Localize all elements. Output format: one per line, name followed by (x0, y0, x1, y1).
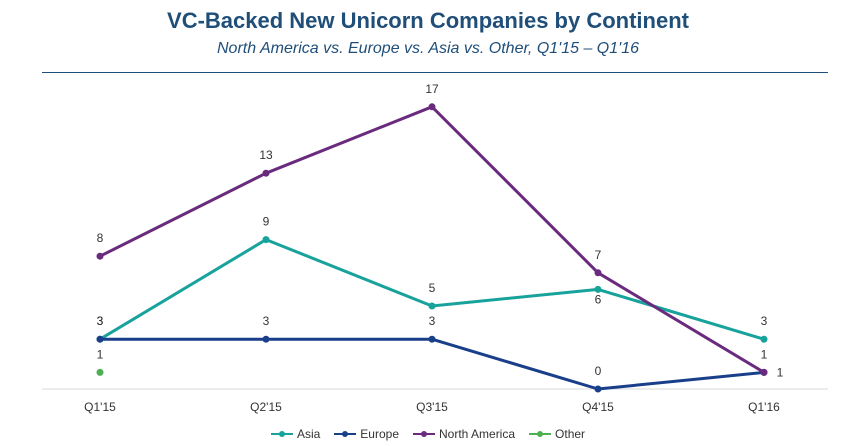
data-point-north-america (594, 269, 602, 277)
data-point-europe (96, 335, 104, 343)
legend-swatch-icon (334, 429, 357, 439)
data-label-europe: 3 (97, 314, 104, 328)
data-label-north-america: 7 (595, 248, 602, 262)
legend-label: Europe (360, 427, 399, 441)
chart-legend: Asia Europe North America Other (0, 427, 856, 441)
data-label-north-america: 1 (761, 347, 768, 361)
data-point-north-america (760, 368, 768, 376)
data-label-other: 1 (97, 347, 104, 361)
data-point-asia (760, 335, 768, 343)
data-point-north-america (96, 252, 104, 260)
x-tick-label: Q1'15 (84, 400, 116, 414)
data-point-europe (428, 335, 436, 343)
legend-item-asia: Asia (270, 427, 321, 441)
data-point-north-america (428, 103, 436, 111)
x-tick-label: Q1'16 (748, 400, 780, 414)
legend-swatch-icon (529, 429, 552, 439)
data-point-asia (594, 285, 602, 293)
data-label-europe: 1 (777, 365, 784, 379)
legend-label: Other (555, 427, 586, 441)
data-label-asia: 3 (97, 314, 104, 328)
chart-title: VC-Backed New Unicorn Companies by Conti… (167, 8, 689, 33)
data-point-asia (428, 302, 436, 310)
data-label-asia: 9 (263, 215, 270, 229)
chart-subtitle: North America vs. Europe vs. Asia vs. Ot… (217, 40, 639, 57)
data-point-other (96, 368, 104, 376)
legend-swatch-icon (413, 429, 435, 439)
data-point-europe (262, 335, 270, 343)
data-label-north-america: 8 (97, 231, 104, 245)
data-label-asia: 3 (761, 314, 768, 328)
series-line-europe (100, 337, 765, 391)
data-label-north-america: 17 (425, 82, 439, 96)
legend-item-other: Other (529, 427, 585, 441)
data-point-europe (594, 385, 602, 393)
legend-label: Asia (296, 427, 321, 441)
data-label-asia: 5 (429, 281, 436, 295)
title-divider (42, 72, 828, 73)
legend-label: North America (439, 427, 516, 441)
series-line-north-america (99, 105, 765, 374)
data-label-europe: 0 (595, 364, 602, 378)
legend-item-europe: Europe (334, 427, 399, 441)
data-label-europe: 3 (263, 314, 270, 328)
legend-item-north-america: North America (413, 427, 515, 441)
data-point-asia (262, 236, 270, 244)
x-tick-label: Q4'15 (582, 400, 614, 414)
x-tick-label: Q2'15 (250, 400, 282, 414)
data-point-north-america (262, 169, 270, 177)
data-label-asia: 6 (595, 292, 602, 306)
legend-swatch-icon (270, 429, 293, 439)
data-label-europe: 3 (429, 314, 436, 328)
x-tick-label: Q3'15 (416, 400, 448, 414)
data-label-north-america: 13 (259, 148, 273, 162)
